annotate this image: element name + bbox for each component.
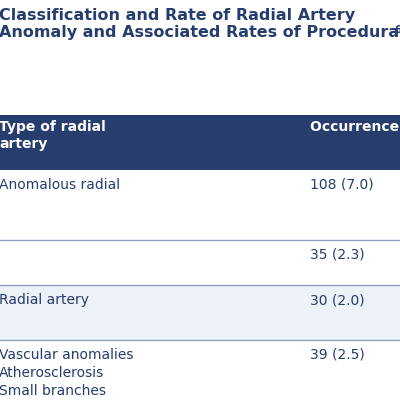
Text: 108 (7.0): 108 (7.0) <box>310 178 374 192</box>
Text: Radial artery: Radial artery <box>0 293 89 307</box>
Bar <box>0 170 400 240</box>
Bar <box>0 285 400 340</box>
Text: 39 (2.5): 39 (2.5) <box>310 348 365 362</box>
Text: Anomaly and Associated Rates of Procedural Failure: Anomaly and Associated Rates of Procedur… <box>0 25 400 40</box>
Text: Classification and Rate of Radial Artery: Classification and Rate of Radial Artery <box>0 8 355 23</box>
Bar <box>0 340 400 400</box>
Text: 35 (2.3): 35 (2.3) <box>310 248 365 262</box>
Text: 65: 65 <box>394 25 400 35</box>
Text: Occurrence, n (%): Occurrence, n (%) <box>310 120 400 134</box>
Text: Anomalous radial: Anomalous radial <box>0 178 120 192</box>
Text: 30 (2.0): 30 (2.0) <box>310 293 365 307</box>
Text: Type of radial
artery: Type of radial artery <box>0 120 106 151</box>
Bar <box>0 115 400 170</box>
Bar <box>0 240 400 285</box>
Text: Vascular anomalies
Atherosclerosis
Small branches: Vascular anomalies Atherosclerosis Small… <box>0 348 134 398</box>
